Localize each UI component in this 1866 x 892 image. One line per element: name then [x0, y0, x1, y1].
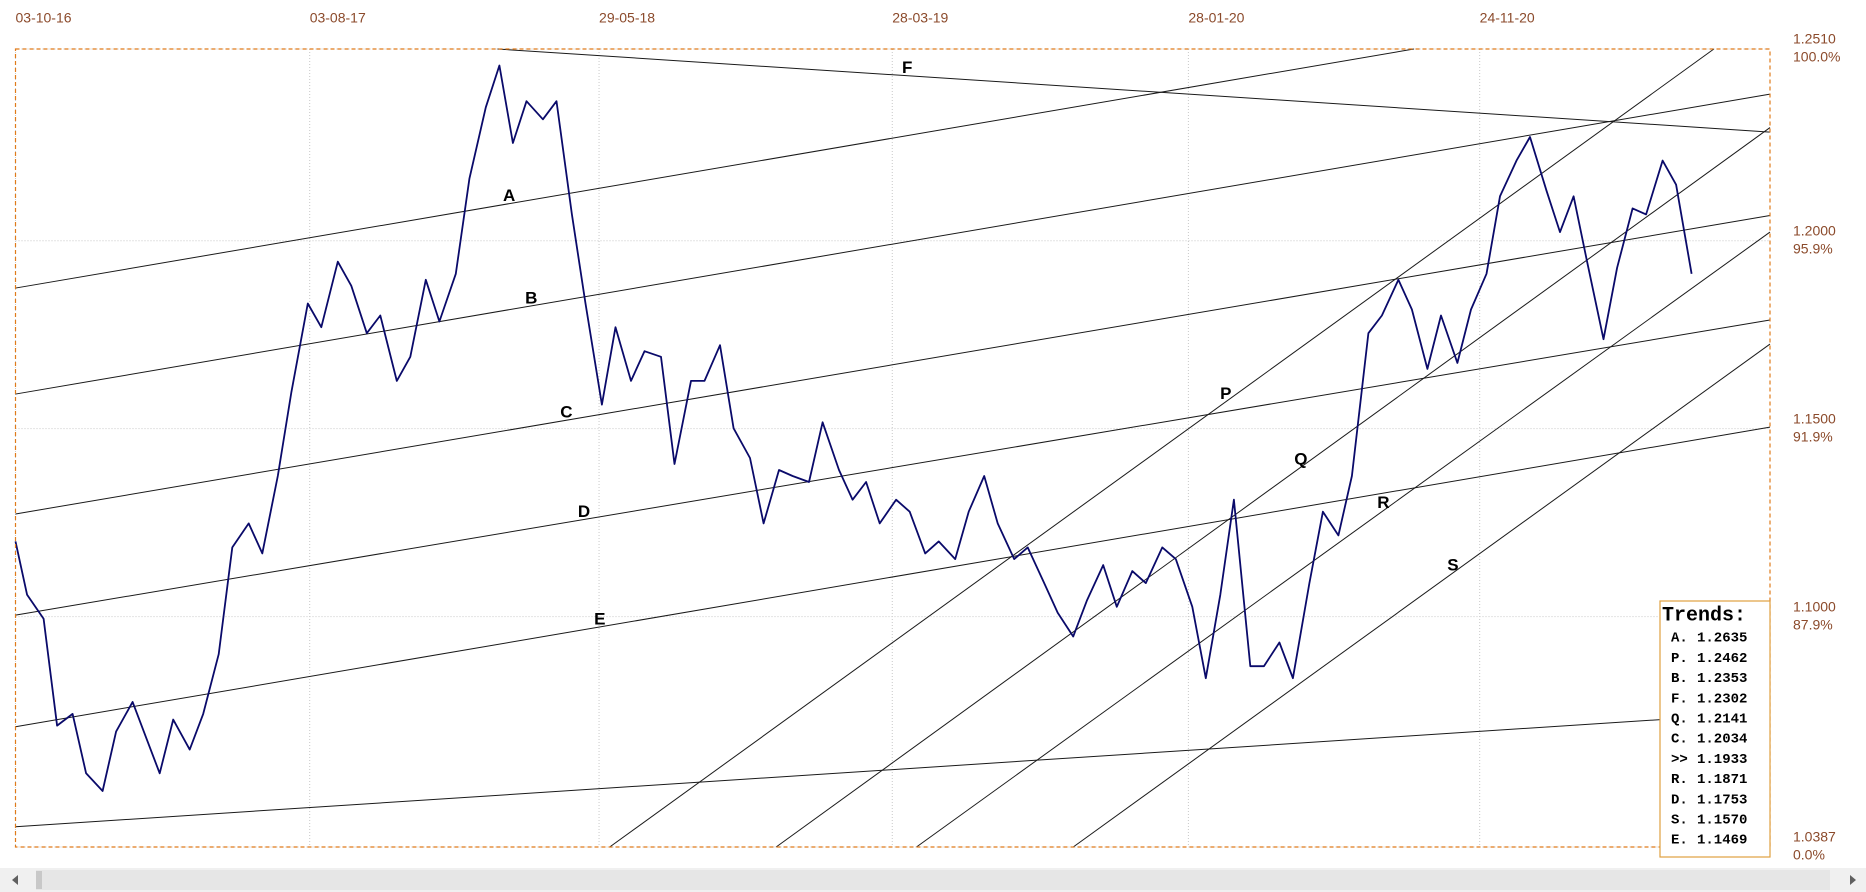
trendline-label: B [525, 288, 537, 307]
plot-border [14, 48, 1771, 848]
trendline [497, 48, 1771, 133]
y-tick-label: 1.0387 [1793, 829, 1836, 845]
trends-row-label: C. [1671, 732, 1688, 748]
y-tick-percent-label: 87.9% [1793, 616, 1833, 632]
y-tick-percent-label: 95.9% [1793, 240, 1833, 256]
trends-row-label: B. [1671, 671, 1688, 687]
trendline [916, 231, 1771, 848]
trends-row-label: A. [1671, 631, 1688, 647]
scroll-thumb[interactable] [36, 871, 42, 889]
trends-box: Trends: A. 1.2635 P. 1.2462 B. 1.2353 F. 1.2302 Q… [1659, 600, 1771, 858]
trends-row-label: >> [1671, 752, 1688, 768]
trendline-label: S [1447, 555, 1458, 574]
trends-row-label: P. [1671, 651, 1688, 667]
trendline-label: D [578, 502, 590, 521]
trends-row-value: 1.2302 [1697, 691, 1747, 707]
trends-row-value: 1.1871 [1697, 772, 1747, 788]
y-tick-percent-label: 100.0% [1793, 49, 1840, 65]
trends-row-value: 1.2635 [1697, 631, 1747, 647]
trends-row-value: 1.1570 [1697, 813, 1747, 829]
trendline [775, 127, 1771, 848]
trendline [15, 719, 1661, 828]
x-tick-label: 29-05-18 [599, 10, 655, 26]
trendline-label: R [1377, 493, 1389, 512]
x-tick-label: 24-11-20 [1480, 10, 1535, 26]
trendline-label: E [594, 609, 605, 628]
trends-row-value: 1.2462 [1697, 651, 1747, 667]
trendline-label: F [902, 58, 912, 77]
trends-row-value: 1.2353 [1697, 671, 1747, 687]
y-tick-label: 1.1500 [1793, 410, 1836, 426]
x-tick-label: 28-03-19 [892, 10, 948, 26]
trendline [15, 426, 1771, 728]
trends-title: Trends: [1662, 604, 1746, 627]
y-tick-label: 1.2000 [1793, 222, 1836, 238]
x-tick-label: 03-10-16 [16, 10, 72, 26]
y-tick-percent-label: 91.9% [1793, 428, 1833, 444]
x-tick-label: 28-01-20 [1188, 10, 1244, 26]
trends-row-value: 1.1753 [1697, 792, 1747, 808]
y-tick-label: 1.2510 [1793, 31, 1836, 47]
trends-row-value: 1.2034 [1697, 732, 1747, 748]
trendline [15, 93, 1771, 395]
trends-row-value: 1.1469 [1697, 833, 1747, 849]
trendline-label: P [1220, 384, 1231, 403]
trends-box-frame [1659, 600, 1771, 858]
scroll-right-arrow[interactable] [1850, 875, 1856, 885]
trends-row-label: E. [1671, 833, 1688, 849]
y-tick-label: 1.1000 [1793, 598, 1836, 614]
trendline [15, 215, 1771, 515]
trends-row-label: R. [1671, 772, 1688, 788]
trendline-label: A [503, 186, 515, 205]
trends-row-label: Q. [1671, 712, 1688, 728]
trends-row-label: D. [1671, 792, 1688, 808]
price-line [14, 64, 1693, 792]
trends-row-label: F. [1671, 691, 1688, 707]
trendline-label: C [560, 403, 572, 422]
x-tick-label: 03-08-17 [310, 10, 366, 26]
trends-row-value: 1.2141 [1697, 712, 1747, 728]
scroll-track [36, 870, 1830, 890]
trendline [1072, 343, 1771, 848]
trends-row-label: S. [1671, 813, 1688, 829]
trendline [15, 48, 1414, 289]
trends-row-value: 1.1933 [1697, 752, 1747, 768]
y-tick-percent-label: 0.0% [1793, 847, 1825, 863]
trendline [15, 319, 1771, 616]
trendline [609, 48, 1715, 848]
scroll-left-arrow[interactable] [12, 875, 18, 885]
trendline-label: Q [1294, 450, 1307, 469]
